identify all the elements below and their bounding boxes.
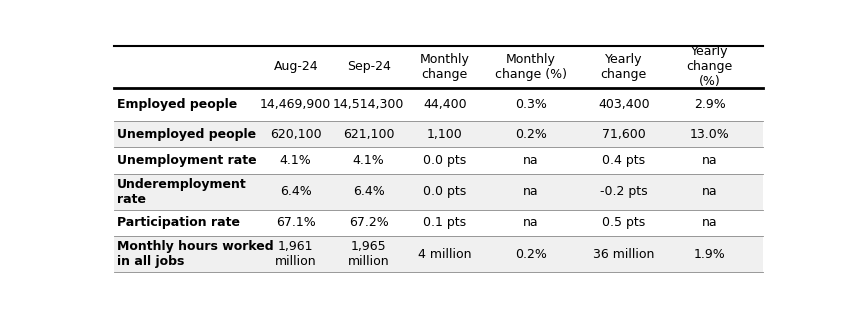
Text: Unemployment rate: Unemployment rate (117, 154, 256, 167)
Text: 0.4 pts: 0.4 pts (602, 154, 646, 167)
Text: Monthly hours worked
in all jobs: Monthly hours worked in all jobs (117, 240, 274, 268)
Text: 0.1 pts: 0.1 pts (423, 216, 466, 229)
Text: 6.4%: 6.4% (353, 185, 385, 198)
Text: 4.1%: 4.1% (280, 154, 311, 167)
Text: na: na (702, 185, 717, 198)
Text: 0.2%: 0.2% (515, 248, 547, 260)
Text: 1,100: 1,100 (427, 128, 463, 141)
Text: 0.0 pts: 0.0 pts (423, 185, 467, 198)
Text: 620,100: 620,100 (270, 128, 321, 141)
Text: 0.2%: 0.2% (515, 128, 547, 141)
Text: 403,400: 403,400 (598, 98, 650, 111)
Text: Unemployed people: Unemployed people (117, 128, 256, 141)
Text: na: na (702, 216, 717, 229)
Text: na: na (523, 185, 539, 198)
Text: 71,600: 71,600 (602, 128, 646, 141)
Text: 14,514,300: 14,514,300 (333, 98, 404, 111)
Text: 621,100: 621,100 (343, 128, 394, 141)
Text: 36 million: 36 million (593, 248, 654, 260)
Text: 2.9%: 2.9% (694, 98, 726, 111)
Text: -0.2 pts: -0.2 pts (600, 185, 647, 198)
Text: Participation rate: Participation rate (117, 216, 239, 229)
Text: 0.3%: 0.3% (515, 98, 547, 111)
Text: 13.0%: 13.0% (690, 128, 729, 141)
Text: 0.5 pts: 0.5 pts (602, 216, 646, 229)
Text: Yearly
change: Yearly change (600, 53, 647, 81)
Text: 4.1%: 4.1% (353, 154, 385, 167)
FancyBboxPatch shape (114, 174, 763, 210)
Text: Sep-24: Sep-24 (346, 61, 391, 74)
Text: Underemployment
rate: Underemployment rate (117, 178, 246, 206)
FancyBboxPatch shape (114, 121, 763, 147)
Text: 1,965
million: 1,965 million (348, 240, 389, 268)
Text: 67.2%: 67.2% (349, 216, 388, 229)
Text: 44,400: 44,400 (423, 98, 467, 111)
Text: 1,961
million: 1,961 million (275, 240, 316, 268)
Text: na: na (523, 216, 539, 229)
Text: Employed people: Employed people (117, 98, 237, 111)
Text: 4 million: 4 million (418, 248, 472, 260)
Text: 0.0 pts: 0.0 pts (423, 154, 467, 167)
Text: Monthly
change: Monthly change (420, 53, 469, 81)
Text: Aug-24: Aug-24 (274, 61, 318, 74)
Text: na: na (702, 154, 717, 167)
FancyBboxPatch shape (114, 236, 763, 272)
FancyBboxPatch shape (114, 87, 763, 121)
Text: 14,469,900: 14,469,900 (260, 98, 332, 111)
Text: 67.1%: 67.1% (276, 216, 315, 229)
Text: na: na (523, 154, 539, 167)
FancyBboxPatch shape (114, 147, 763, 174)
Text: Yearly
change
(%): Yearly change (%) (687, 45, 733, 88)
Text: 1.9%: 1.9% (694, 248, 726, 260)
Text: 6.4%: 6.4% (280, 185, 311, 198)
FancyBboxPatch shape (114, 210, 763, 236)
Text: Monthly
change (%): Monthly change (%) (495, 53, 567, 81)
